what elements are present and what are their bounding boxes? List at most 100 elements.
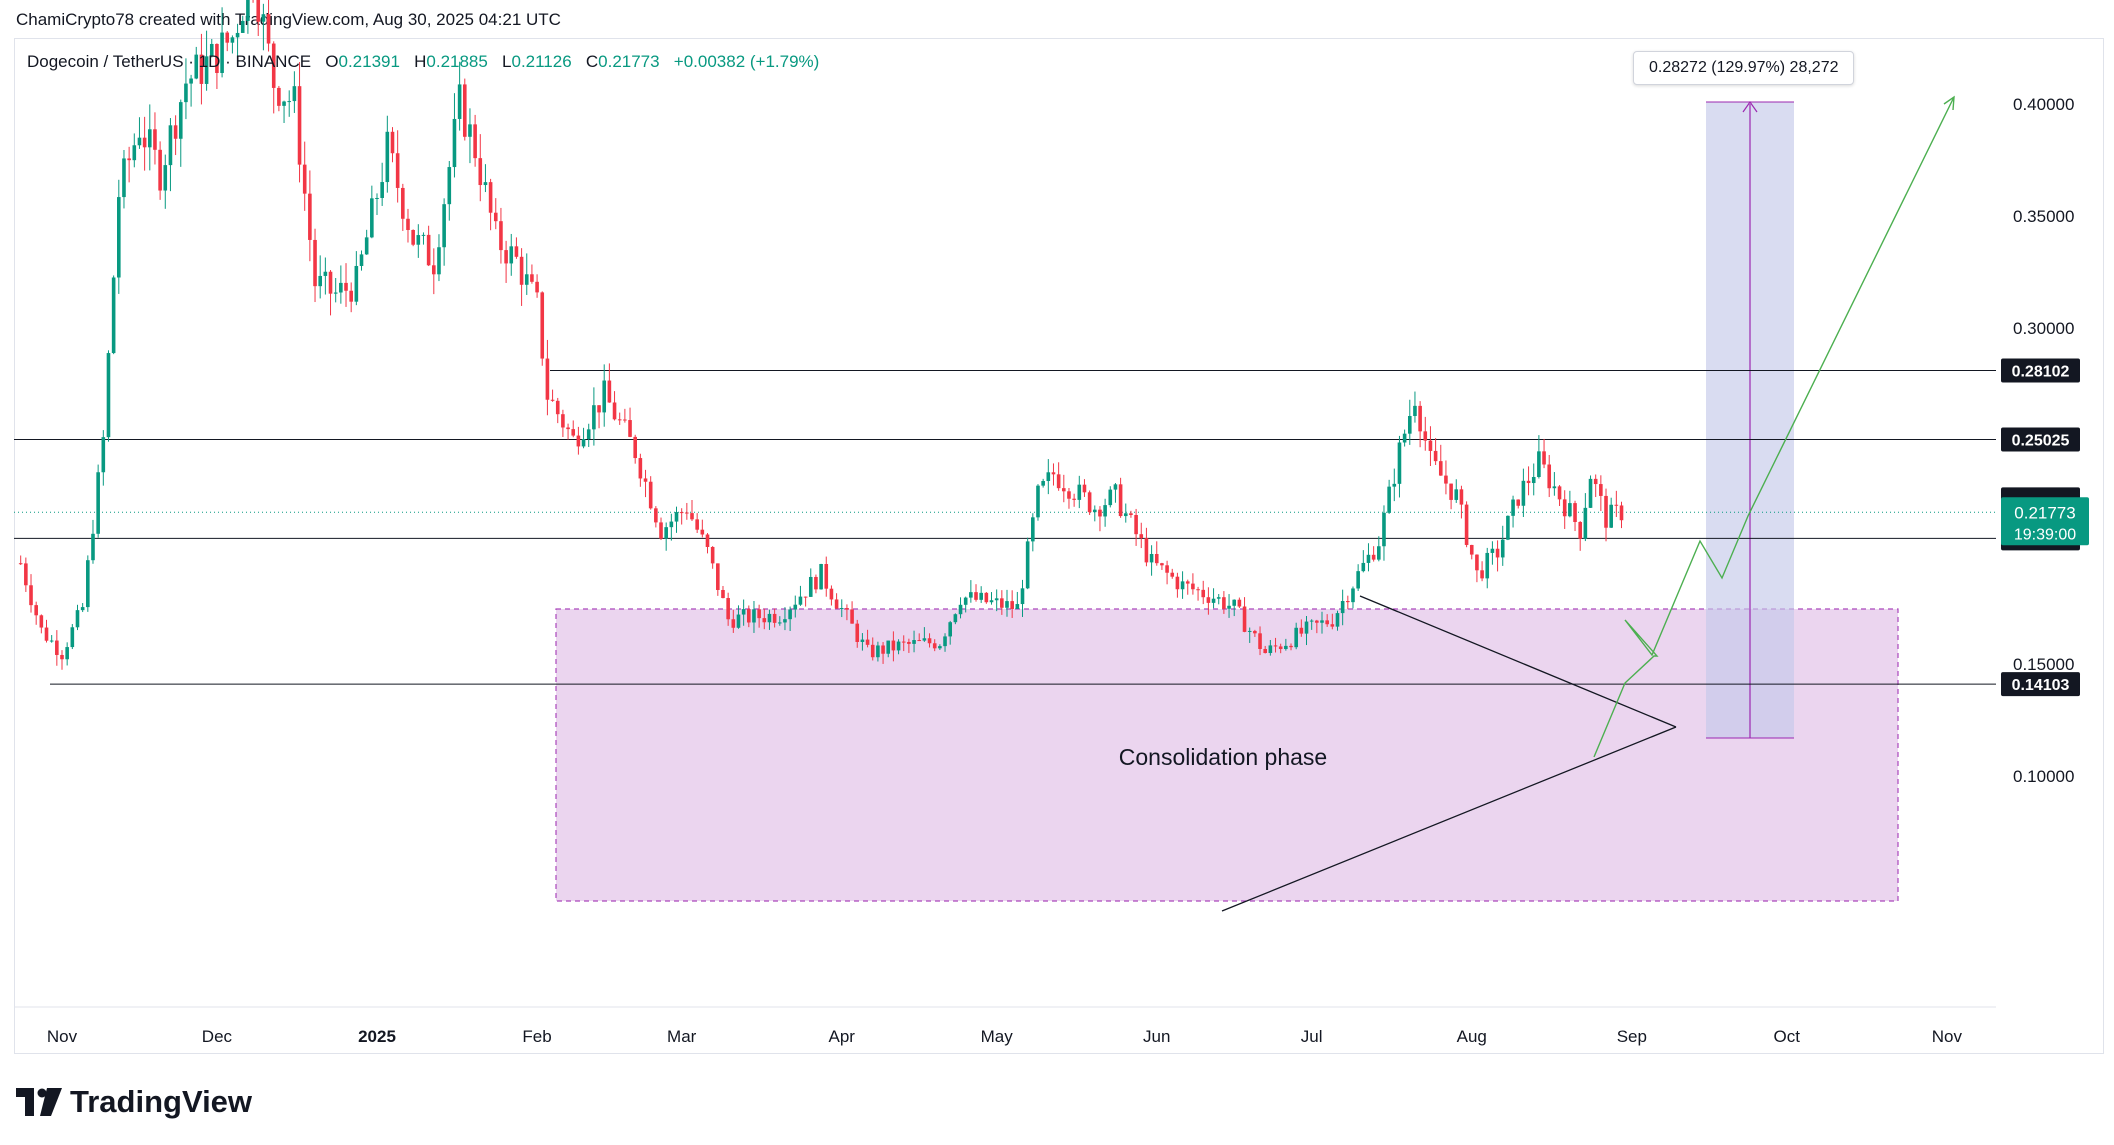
candle-body xyxy=(354,265,359,302)
candle-body xyxy=(602,380,607,413)
candle-body xyxy=(86,560,90,608)
candle-body xyxy=(1175,576,1180,590)
candle-body xyxy=(586,429,591,440)
candle-body xyxy=(287,101,292,103)
candle-body xyxy=(1191,583,1195,590)
candle-body xyxy=(39,615,44,628)
candle-body xyxy=(1154,553,1159,564)
candle-body xyxy=(654,508,658,523)
candles xyxy=(18,0,1624,670)
candle-body xyxy=(1423,431,1428,441)
candle-body xyxy=(1056,474,1061,489)
last-price-label: 0.21773 xyxy=(2014,503,2075,522)
candle-body xyxy=(1062,488,1066,492)
candle-body xyxy=(1433,450,1438,462)
countdown-label: 19:39:00 xyxy=(2014,526,2076,543)
candle-body xyxy=(530,274,534,282)
candle-body xyxy=(1098,509,1102,517)
candle-body xyxy=(1201,589,1206,598)
candle-body xyxy=(1165,565,1169,573)
candle-body xyxy=(1593,478,1598,485)
candle-body xyxy=(710,546,715,564)
candle-body xyxy=(1407,416,1412,434)
candle-body xyxy=(483,182,488,186)
candle-body xyxy=(468,124,472,137)
candle-body xyxy=(75,610,80,628)
price-tick-label: 0.35000 xyxy=(2013,207,2074,226)
time-tick-label: Dec xyxy=(202,1027,233,1046)
tradingview-logo[interactable]: TradingView xyxy=(16,1084,252,1120)
candle-body xyxy=(1335,613,1340,627)
candle-body xyxy=(1599,484,1603,496)
candle-body xyxy=(44,627,49,641)
candle-body xyxy=(1619,505,1624,521)
level-price-tag xyxy=(2001,358,2080,383)
candle-body xyxy=(426,234,431,266)
candle-body xyxy=(979,592,983,600)
time-axis[interactable]: Nov Dec 2025 Feb Mar Apr May Jun Jul Aug Sep Oct Nov xyxy=(14,1006,1996,1046)
close-label: C xyxy=(585,52,599,71)
candle-body xyxy=(932,643,937,649)
candle-body xyxy=(447,167,452,205)
candle-body xyxy=(1005,601,1009,608)
candle-body xyxy=(488,182,493,213)
candle-body xyxy=(607,380,612,403)
candle-body xyxy=(839,608,844,610)
candle-body xyxy=(989,600,994,603)
candle-body xyxy=(1330,624,1335,627)
price-tick-label: 0.30000 xyxy=(2013,319,2074,338)
time-tick-label: 2025 xyxy=(358,1027,396,1046)
candle-body xyxy=(189,78,193,84)
candle-body xyxy=(1170,572,1175,577)
candle-body xyxy=(752,609,756,623)
candle-body xyxy=(571,429,576,436)
candle-body xyxy=(994,598,999,601)
candle-body xyxy=(101,437,106,473)
candle-body xyxy=(333,292,338,294)
low-value: 0.21126 xyxy=(511,52,572,71)
level-price-label: 0.25025 xyxy=(2012,432,2070,449)
candle-body xyxy=(1108,489,1113,506)
candle-body xyxy=(1428,440,1433,451)
candle-body xyxy=(1573,503,1577,523)
candle-body xyxy=(204,56,209,84)
consolidation-range xyxy=(555,608,1899,902)
candle-body xyxy=(845,608,849,610)
candle-body xyxy=(184,83,188,103)
candle-body xyxy=(1387,486,1391,513)
candle-body xyxy=(1206,597,1211,603)
candle-body xyxy=(860,639,865,642)
candle-body xyxy=(416,235,421,245)
candle-body xyxy=(1583,507,1588,539)
candle-body xyxy=(1469,544,1474,555)
candle-body xyxy=(943,636,947,647)
candle-body xyxy=(808,576,813,597)
candle-body xyxy=(1180,581,1185,590)
candle-body xyxy=(344,282,348,291)
candle-body xyxy=(261,14,266,22)
candle-body xyxy=(545,358,550,400)
triangle-upper-line xyxy=(1359,595,1677,728)
symbol-legend[interactable]: Dogecoin / TetherUS · 1D · BINANCE O0.21… xyxy=(27,52,819,72)
candle-body xyxy=(855,623,860,642)
price-axis[interactable]: 0.10000 0.15000 0.30000 0.35000 0.40000 0.450… xyxy=(2001,0,2089,786)
candle-body xyxy=(1521,480,1526,506)
candle-body xyxy=(566,427,570,430)
candle-body xyxy=(1325,620,1329,625)
candle-body xyxy=(917,640,922,642)
candle-body xyxy=(555,400,560,415)
candle-body xyxy=(1475,554,1479,571)
candle-body xyxy=(581,439,586,447)
candle-body xyxy=(173,125,178,139)
time-tick-label: Feb xyxy=(522,1027,551,1046)
candle-body xyxy=(1304,621,1309,634)
candle-body xyxy=(1526,480,1531,484)
candle-body xyxy=(829,588,834,600)
triangle-lower-line xyxy=(1221,726,1677,912)
candle-body xyxy=(499,221,503,251)
level-price-tag xyxy=(2001,672,2080,697)
high-label: H xyxy=(414,52,427,71)
measure-tooltip: 0.28272 (129.97%) 28,272 xyxy=(1633,51,1855,85)
tradingview-logo-icon xyxy=(16,1088,62,1116)
